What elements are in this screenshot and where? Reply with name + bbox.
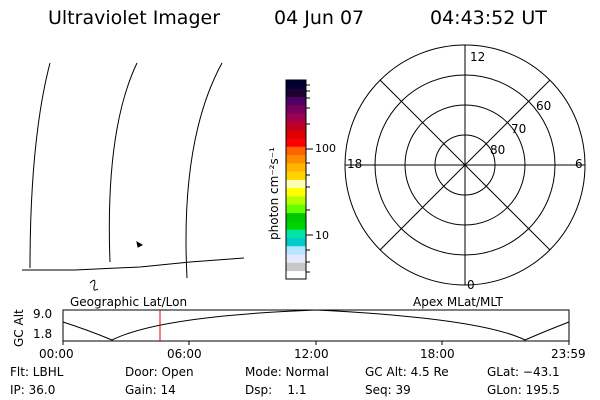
glat-status: GLat: −43.1 [487, 365, 560, 379]
ip-status: IP: 36.0 [10, 383, 56, 397]
timeline-right-title: Apex MLat/MLT [413, 295, 503, 309]
meridian-line [29, 62, 51, 269]
lat-label-70: 70 [511, 122, 526, 136]
colorbar-swatch [286, 113, 306, 122]
colorbar-swatch [286, 96, 306, 106]
colorbar-swatch [286, 220, 306, 230]
colorbar-tick-10: 10 [315, 229, 329, 242]
timeline-y-tick-max: 9.0 [33, 307, 53, 321]
colorbar-swatch [286, 187, 306, 197]
colorbar-swatch [286, 121, 306, 131]
colorbar-swatch [286, 80, 306, 89]
colorbar-swatch [286, 245, 306, 255]
meridian-line [108, 62, 138, 263]
colorbar [286, 80, 306, 280]
colorbar-ticks [306, 84, 313, 273]
polar-diagonal [379, 79, 551, 251]
door-status: Door: Open [125, 365, 194, 379]
colorbar-swatch [286, 154, 306, 164]
timeline-frame [62, 309, 570, 342]
dsp-status: Dsp: 1.1 [245, 383, 307, 397]
colorbar-swatch [286, 104, 306, 114]
mlt-label-6: 6 [575, 157, 583, 171]
colorbar-swatch [286, 129, 306, 139]
lat-label-60: 60 [536, 99, 551, 113]
gc-alt-status: GC Alt: 4.5 Re [365, 365, 449, 379]
mlt-label-18: 18 [347, 157, 362, 171]
lat-label-80: 80 [490, 143, 505, 157]
colorbar-swatch [286, 212, 306, 222]
timeline-y-axis-label: GC Alt [12, 309, 26, 347]
mlt-label-0: 0 [467, 278, 475, 292]
colorbar-swatch [286, 262, 306, 272]
colorbar-swatch [286, 229, 306, 238]
gain-status: Gain: 14 [125, 383, 176, 397]
meridian-line [185, 62, 223, 279]
colorbar-swatch [286, 270, 306, 280]
latitude-line [22, 257, 245, 271]
colorbar-swatch [286, 237, 306, 247]
colorbar-swatch [286, 179, 306, 189]
coastline-fragment [89, 279, 99, 291]
timeline-x-ticks [62, 341, 570, 345]
timeline-x-tick: 18:00 [420, 347, 455, 361]
timeline-x-tick: 23:59 [551, 347, 586, 361]
colorbar-swatch [286, 204, 306, 214]
pointer-marker [136, 240, 144, 248]
colorbar-swatch [286, 88, 306, 97]
timeline-x-tick: 06:00 [167, 347, 202, 361]
date-label: 04 Jun 07 [274, 7, 365, 29]
colorbar-swatch [286, 196, 306, 205]
colorbar-swatch [286, 146, 306, 156]
colorbar-unit-label: photon cm⁻²s⁻¹ [267, 147, 281, 240]
colorbar-frame [285, 79, 307, 280]
glon-status: GLon: 195.5 [487, 383, 560, 397]
seq-status: Seq: 39 [365, 383, 411, 397]
mlt-label-12: 12 [470, 50, 485, 64]
time-label: 04:43:52 UT [430, 7, 547, 29]
colorbar-swatch [286, 254, 306, 263]
colorbar-swatch [286, 162, 306, 172]
timeline-x-tick: 00:00 [39, 347, 74, 361]
polar-plot [344, 44, 586, 286]
timeline-x-tick: 12:00 [294, 347, 329, 361]
geographic-map [22, 62, 245, 291]
colorbar-swatch [286, 171, 306, 180]
instrument-title: Ultraviolet Imager [48, 7, 221, 29]
altitude-curve [62, 309, 570, 341]
filter-status: Flt: LBHL [10, 365, 64, 379]
colorbar-tick-100: 100 [315, 142, 336, 155]
timeline-y-tick-min: 1.8 [33, 327, 53, 341]
mode-status: Mode: Normal [245, 365, 329, 379]
timeline-left-title: Geographic Lat/Lon [70, 295, 188, 309]
colorbar-swatch [286, 138, 306, 147]
